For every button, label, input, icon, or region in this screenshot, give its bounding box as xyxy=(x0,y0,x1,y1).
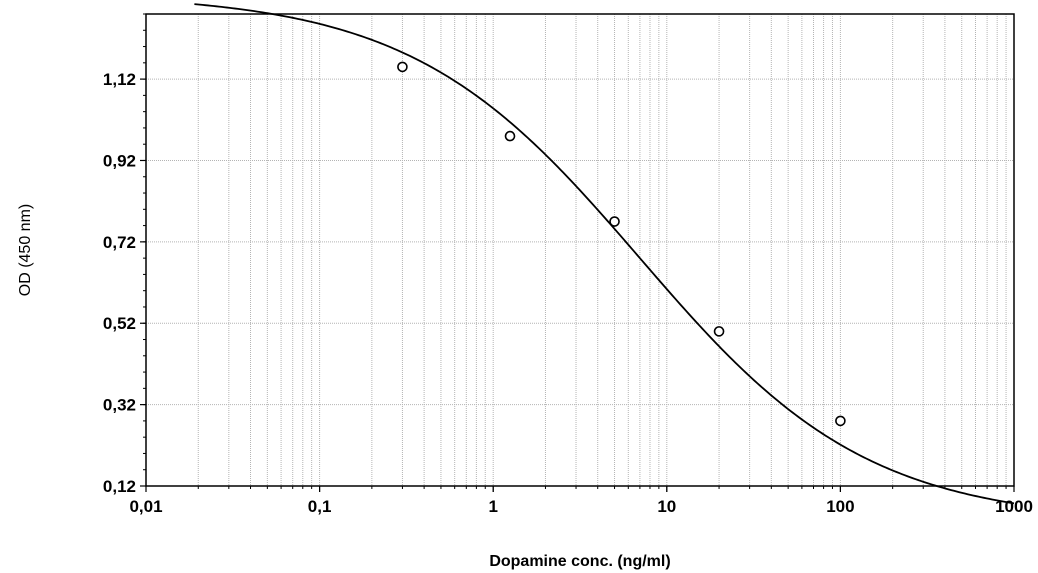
axis-ticks xyxy=(140,13,1015,492)
y-tick-label: 1,12 xyxy=(103,70,136,89)
x-tick-label: 100 xyxy=(826,497,854,516)
fit-curve-layer xyxy=(194,3,1015,505)
x-tick-label: 1000 xyxy=(995,497,1033,516)
data-point xyxy=(397,61,408,73)
data-point xyxy=(504,130,516,142)
x-tick-label: 10 xyxy=(657,497,676,516)
y-axis-title: OD (450 nm) xyxy=(17,204,34,296)
data-points xyxy=(397,61,846,427)
y-tick-label: 0,92 xyxy=(103,151,136,170)
data-point xyxy=(713,326,725,337)
x-tick-labels: 0,01 0,1 1 10 100 1000 xyxy=(129,497,1032,516)
data-point xyxy=(835,415,846,427)
y-tick-label: 0,52 xyxy=(103,314,136,333)
y-tick-labels: 0,12 0,32 0,52 0,72 0,92 1,12 xyxy=(103,70,136,496)
data-point xyxy=(609,216,620,227)
y-tick-label: 0,72 xyxy=(103,233,136,252)
plot-area-frame xyxy=(145,13,1015,487)
x-tick-label: 1 xyxy=(488,497,497,516)
y-tick-label: 0,32 xyxy=(103,396,136,415)
x-tick-label: 0,01 xyxy=(129,497,162,516)
x-tick-label: 0,1 xyxy=(308,497,332,516)
grid xyxy=(145,14,1015,487)
fit-curve-line xyxy=(194,3,1015,505)
x-axis-title: Dopamine conc. (ng/ml) xyxy=(489,553,670,570)
y-tick-label: 0,12 xyxy=(103,477,136,496)
